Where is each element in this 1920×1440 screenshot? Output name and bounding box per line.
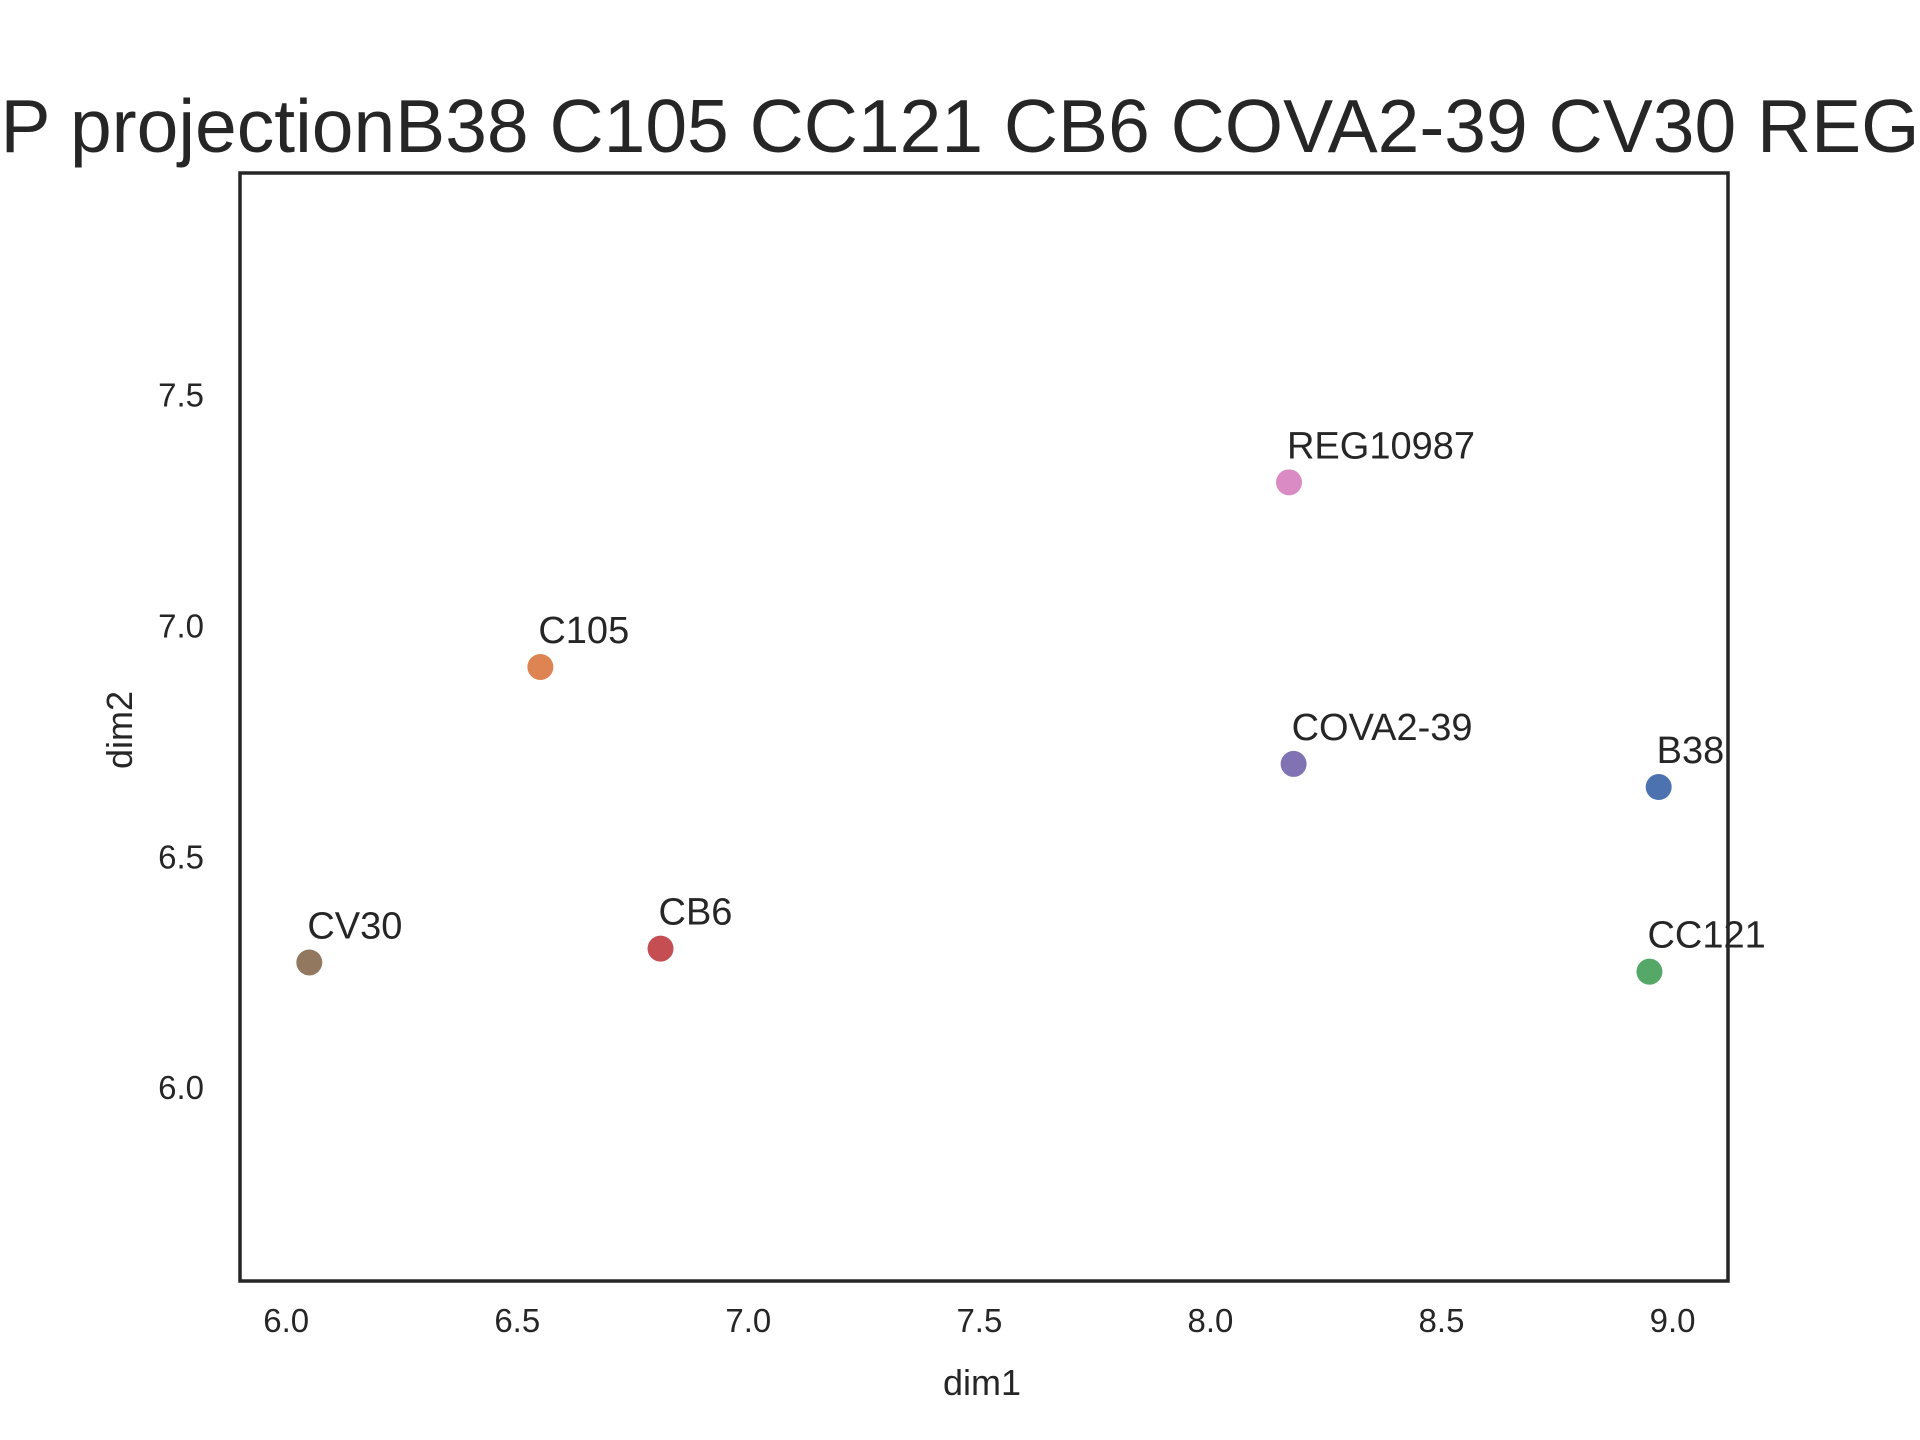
point-label: CC121 bbox=[1647, 915, 1765, 957]
x-tick-label: 8.5 bbox=[1419, 1302, 1465, 1339]
data-point bbox=[647, 935, 674, 962]
y-axis-ticks: 6.0 6.5 7.0 7.5 bbox=[158, 377, 204, 1106]
x-tick-label: 8.0 bbox=[1187, 1302, 1233, 1339]
data-point bbox=[527, 653, 554, 680]
x-tick-label: 6.0 bbox=[263, 1302, 309, 1339]
point-label: COVA2-39 bbox=[1292, 707, 1473, 749]
point-label: CV30 bbox=[307, 905, 402, 947]
x-tick-label: 7.0 bbox=[725, 1302, 771, 1339]
x-tick-label: 9.0 bbox=[1650, 1302, 1696, 1339]
point-label: CB6 bbox=[659, 892, 733, 934]
data-point bbox=[1645, 774, 1672, 801]
y-tick-label: 6.0 bbox=[158, 1069, 204, 1106]
point-label: B38 bbox=[1657, 730, 1725, 772]
point-label: REG10987 bbox=[1287, 425, 1475, 467]
data-point bbox=[1275, 469, 1302, 496]
y-axis-label: dim2 bbox=[99, 691, 140, 769]
x-axis-label: dim1 bbox=[943, 1362, 1021, 1403]
plot-frame bbox=[238, 171, 1730, 1283]
x-tick-label: 6.5 bbox=[494, 1302, 540, 1339]
x-tick-label: 7.5 bbox=[956, 1302, 1002, 1339]
data-point bbox=[1280, 750, 1307, 777]
chart-title: P projectionB38 C105 CC121 CB6 COVA2-39 … bbox=[0, 84, 1919, 168]
point-label: C105 bbox=[538, 610, 629, 652]
data-points: B38 C105 CC121 CB6 COVA2-39 CV30 REG10987 bbox=[296, 425, 1766, 985]
y-tick-label: 7.5 bbox=[158, 377, 204, 414]
y-tick-label: 7.0 bbox=[158, 607, 204, 644]
x-axis-ticks: 6.0 6.5 7.0 7.5 8.0 8.5 9.0 bbox=[263, 1302, 1695, 1339]
data-point bbox=[296, 949, 323, 976]
data-point bbox=[1636, 958, 1663, 985]
y-tick-label: 6.5 bbox=[158, 838, 204, 875]
